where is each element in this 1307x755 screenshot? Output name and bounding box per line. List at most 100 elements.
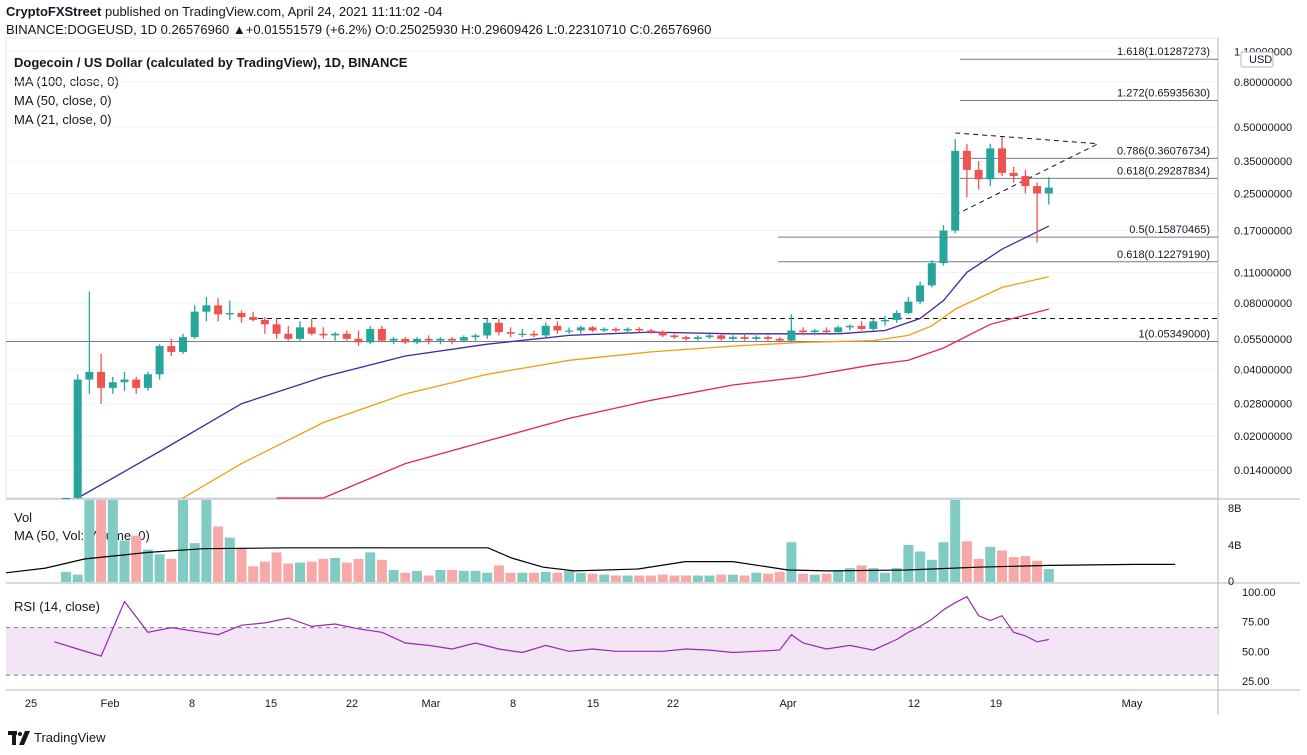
candle-18 — [272, 318, 281, 339]
close-value: 0.26576960 — [642, 22, 712, 37]
candle-body-50 — [647, 330, 655, 333]
legend-ma21[interactable]: MA (21, close, 0) — [14, 112, 112, 127]
candle-body-30 — [413, 338, 421, 343]
volume-bar-74 — [926, 559, 937, 582]
volume-bar-22 — [318, 558, 329, 582]
rsi-tick-1: 75.00 — [1242, 617, 1270, 629]
candle-76 — [951, 139, 960, 234]
candle-28 — [389, 337, 398, 345]
candle-57 — [728, 335, 737, 341]
volume-ma-line — [5, 547, 1176, 574]
rsi-line — [54, 595, 1049, 657]
candle-55 — [705, 333, 714, 339]
trend-lines — [258, 132, 1218, 319]
candle-body-0 — [62, 498, 70, 500]
candle-body-38 — [506, 332, 515, 334]
volume-tick-0: 8B — [1228, 503, 1241, 515]
volume-bar-31 — [423, 575, 434, 582]
candle-body-56 — [717, 335, 726, 339]
price-axis: 1.100000000.800000000.500000000.35000000… — [1228, 46, 1292, 688]
currency-badge — [1240, 51, 1274, 68]
volume-bar-46 — [599, 574, 610, 582]
candle-body-36 — [483, 322, 492, 336]
volume-bar-75 — [938, 542, 949, 582]
price-tick-4: 0.25000000 — [1234, 189, 1292, 201]
time-tick-10: 12 — [908, 698, 920, 710]
candle-body-18 — [272, 324, 281, 334]
volume-bar-83 — [1032, 560, 1043, 582]
candle-52 — [670, 333, 679, 339]
candle-65 — [822, 327, 831, 334]
candle-body-61 — [775, 338, 784, 341]
candle-body-78 — [974, 169, 983, 180]
volume-bar-62 — [786, 542, 797, 582]
fib-label-0: 1.618(1.01287273) — [1117, 46, 1210, 58]
rsi-pane — [6, 595, 1218, 676]
candle-41 — [541, 322, 550, 338]
volume-bar-4 — [107, 500, 118, 582]
candle-body-1 — [73, 379, 82, 498]
legend-ma50[interactable]: MA (50, close, 0) — [14, 93, 112, 108]
tradingview-logo-icon — [8, 730, 30, 745]
candle-body-53 — [682, 337, 691, 339]
candle-body-51 — [658, 332, 667, 336]
volume-tick-2: 0 — [1228, 576, 1234, 588]
candle-50 — [647, 328, 655, 334]
volume-bar-20 — [295, 562, 305, 582]
publish-line: CryptoFXStreet published on TradingView.… — [6, 4, 443, 19]
publisher-name[interactable]: CryptoFXStreet — [6, 4, 102, 19]
volume-bar-7 — [142, 549, 153, 582]
volume-bar-43 — [564, 570, 575, 582]
volume-bar-73 — [915, 551, 926, 582]
candle-body-2 — [85, 371, 94, 380]
candle-72 — [904, 297, 913, 315]
volume-bar-56 — [716, 574, 727, 582]
volume-bar-84 — [1043, 569, 1054, 582]
candle-45 — [588, 325, 597, 333]
candle-25 — [354, 330, 363, 347]
open-label: O: — [375, 22, 389, 37]
volume-bar-33 — [447, 569, 458, 582]
rsi-label: RSI (14, close) — [14, 599, 100, 614]
candle-body-55 — [705, 335, 714, 338]
volume-bar-40 — [529, 572, 539, 582]
candle-30 — [413, 337, 421, 345]
candle-17 — [260, 317, 269, 334]
volume-bar-37 — [493, 565, 504, 582]
candle-58 — [740, 333, 749, 341]
fib-label-2: 0.786(0.36076734) — [1117, 145, 1210, 157]
candle-body-64 — [810, 330, 819, 333]
candle-29 — [401, 337, 410, 345]
volume-bar-48 — [622, 575, 633, 582]
candle-body-26 — [366, 328, 375, 343]
candle-83 — [1033, 182, 1042, 243]
candle-69 — [869, 318, 878, 331]
candle-13 — [214, 298, 223, 322]
volume-bar-2 — [84, 500, 95, 582]
candle-1 — [73, 374, 82, 498]
candle-body-28 — [389, 338, 398, 341]
high-label: H: — [461, 22, 475, 37]
price-tick-8: 0.05500000 — [1234, 334, 1292, 346]
triangle-upper — [955, 132, 1099, 145]
chart-legend: Dogecoin / US Dollar (calculated by Trad… — [14, 53, 407, 129]
volume-bar-3 — [96, 500, 107, 582]
candle-32 — [436, 337, 445, 345]
candle-11 — [190, 305, 199, 339]
candle-body-57 — [728, 337, 737, 339]
price-tick-9: 0.04000000 — [1234, 364, 1292, 376]
candle-34 — [459, 335, 468, 343]
candle-54 — [693, 335, 702, 341]
high-value: 0.29609426 — [474, 22, 543, 37]
candle-61 — [775, 337, 784, 343]
volume-bar-0 — [61, 571, 71, 582]
candle-53 — [682, 335, 691, 341]
volume-bar-24 — [341, 562, 352, 582]
volume-bar-70 — [880, 572, 890, 582]
candle-body-39 — [518, 333, 527, 335]
volume-bar-25 — [353, 558, 364, 582]
price-tick-7: 0.08000000 — [1234, 298, 1292, 310]
volume-bar-60 — [763, 573, 773, 582]
moving-averages — [77, 225, 1050, 499]
